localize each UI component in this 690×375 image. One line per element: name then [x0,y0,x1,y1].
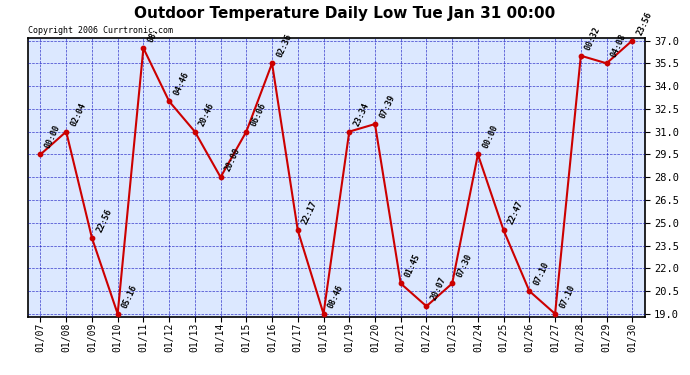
Point [421,303,432,309]
Point [524,288,535,294]
Text: 08:: 08: [146,27,161,44]
Point [446,280,457,286]
Point [164,98,175,104]
Text: 02:04: 02:04 [69,101,88,128]
Point [395,280,406,286]
Text: 07:10: 07:10 [558,283,577,310]
Point [241,129,252,135]
Text: 04:46: 04:46 [172,70,190,97]
Text: 07:30: 07:30 [455,253,473,279]
Text: 20:46: 20:46 [197,101,217,128]
Point [575,53,586,59]
Text: 00:00: 00:00 [43,124,62,150]
Point [112,311,124,317]
Text: 00:00: 00:00 [481,124,500,150]
Point [549,311,560,317]
Point [369,121,380,127]
Text: 04:08: 04:08 [609,33,628,59]
Point [498,227,509,233]
Text: 22:47: 22:47 [506,200,525,226]
Text: 00:32: 00:32 [584,25,602,51]
Point [189,129,200,135]
Text: 22:56: 22:56 [95,207,113,234]
Point [86,235,97,241]
Point [318,311,329,317]
Point [35,152,46,157]
Point [627,38,638,44]
Text: 05:16: 05:16 [121,283,139,310]
Point [266,60,277,66]
Point [293,227,304,233]
Text: 06:06: 06:06 [249,101,268,128]
Point [61,129,72,135]
Text: 22:17: 22:17 [301,200,319,226]
Point [215,174,226,180]
Text: Outdoor Temperature Daily Low Tue Jan 31 00:00: Outdoor Temperature Daily Low Tue Jan 31… [135,6,555,21]
Text: 07:39: 07:39 [377,93,397,120]
Text: 08:46: 08:46 [326,283,345,310]
Text: 01:45: 01:45 [404,253,422,279]
Text: 23:56: 23:56 [635,10,654,36]
Text: 07:10: 07:10 [532,260,551,287]
Point [138,45,149,51]
Point [344,129,355,135]
Text: 20:07: 20:07 [429,276,448,302]
Point [601,60,612,66]
Text: 02:36: 02:36 [275,33,293,59]
Text: Copyright 2006 Currtronic.com: Copyright 2006 Currtronic.com [28,26,172,35]
Text: 23:34: 23:34 [352,101,371,128]
Point [473,152,484,157]
Text: 20:00: 20:00 [224,147,242,173]
